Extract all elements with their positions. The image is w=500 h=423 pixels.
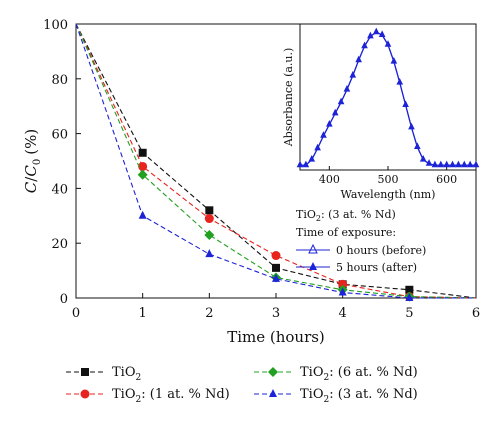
data-point [205,206,214,215]
main-series-group [75,23,477,302]
inset-data-point [326,121,332,127]
inset-data-point [297,161,303,167]
y-tick-label: 20 [51,237,68,252]
inset-data-point [315,144,321,150]
data-point [405,285,414,294]
inset-data-point [450,161,456,167]
y-tick-label: 60 [51,128,68,143]
legend-label: TiO2: (6 at. % Nd) [300,365,418,383]
legend-label: TiO2 [112,365,141,383]
inset-data-point [444,161,450,167]
legend-label: TiO2: (1 at. % Nd) [112,387,230,405]
inset-data-point [309,156,315,162]
series-3 [75,23,476,301]
inset-legend-label: 5 hours (after) [336,261,417,274]
inset-data-point [385,41,391,47]
x-tick-label: 2 [205,306,213,321]
inset-series-1 [297,28,479,167]
data-point [272,263,280,272]
inset-x-axis-title: Wavelength (nm) [341,188,436,201]
inset-data-point [362,42,368,48]
data-point [338,287,347,296]
inset-data-point [367,32,373,38]
data-point [271,251,281,261]
data-point [338,279,348,289]
inset-data-point [420,156,426,162]
data-point [204,229,215,240]
data-point [405,293,414,301]
legend-marker [268,367,278,377]
inset-data-point [391,58,397,64]
inset-data-point [356,56,362,62]
x-tick-label: 6 [472,306,480,321]
legend-marker [269,389,277,397]
inset-data-point [403,101,409,107]
inset-data-point [455,161,461,167]
inset-axis-ticks: 400 500 600 [319,166,457,186]
inset-legend-label: 0 hours (before) [336,244,426,257]
inset-annotation: TiO2: (3 at. % Nd) Time of exposure: 0 h… [296,208,426,274]
data-point [137,169,148,180]
inset-data-point [467,161,473,167]
x-tick-label: 0 [72,306,80,321]
inset-data-point [426,160,432,166]
y-tick-label: 80 [51,73,68,88]
x-axis-title: Time (hours) [227,328,325,346]
inset-x-tick-label: 500 [378,173,399,186]
legend-marker [80,389,90,399]
inset-x-tick-label: 600 [436,173,457,186]
inset-data-point [414,143,420,149]
data-point [138,161,148,171]
inset-data-point [379,31,385,37]
inset-data-point [303,161,309,167]
inset-plot-frame [299,23,477,171]
inset-series-group [296,27,480,168]
y-tick-label: 40 [51,182,68,197]
y-axis-title: C/C0(%) [22,129,43,193]
x-tick-label: 5 [405,306,413,321]
inset-data-point [320,132,326,138]
x-tick-label: 3 [272,306,280,321]
x-tick-label: 1 [139,306,147,321]
inset-chart: 400 500 600 Absorbance (a.u.) Wavelength (… [282,23,480,201]
inset-legend-marker [309,262,317,270]
inset-data-point [438,161,444,167]
main-legend: TiO2 TiO2: (1 at. % Nd) TiO2: (6 at. % Nd)… [66,365,418,405]
annotation-title: TiO2: (3 at. % Nd) [296,208,396,223]
x-tick-label: 4 [339,306,347,321]
inset-data-point [344,86,350,92]
legend-label: TiO2: (3 at. % Nd) [300,387,418,405]
data-point [272,273,280,282]
data-point [138,148,147,157]
legend-marker [81,368,89,376]
annotation-subtitle: Time of exposure: [296,226,396,239]
inset-data-point [332,109,338,115]
data-point [138,210,147,219]
data-point [205,249,214,258]
inset-x-tick-label: 400 [319,173,340,186]
inset-data-point [350,72,356,78]
inset-data-point [397,79,403,85]
y-tick-label: 0 [60,292,68,307]
inset-data-point [408,123,414,129]
y-tick-label: 100 [43,18,68,33]
inset-data-point [461,161,467,167]
inset-data-point [338,98,344,104]
inset-data-point [373,28,379,34]
inset-data-point [473,161,479,167]
data-point [204,214,214,224]
inset-data-point [432,161,438,167]
inset-y-axis-title: Absorbance (a.u.) [282,48,295,148]
inset-legend-marker [308,243,318,254]
inset-legend: 0 hours (before) 5 hours (after) [296,243,426,274]
